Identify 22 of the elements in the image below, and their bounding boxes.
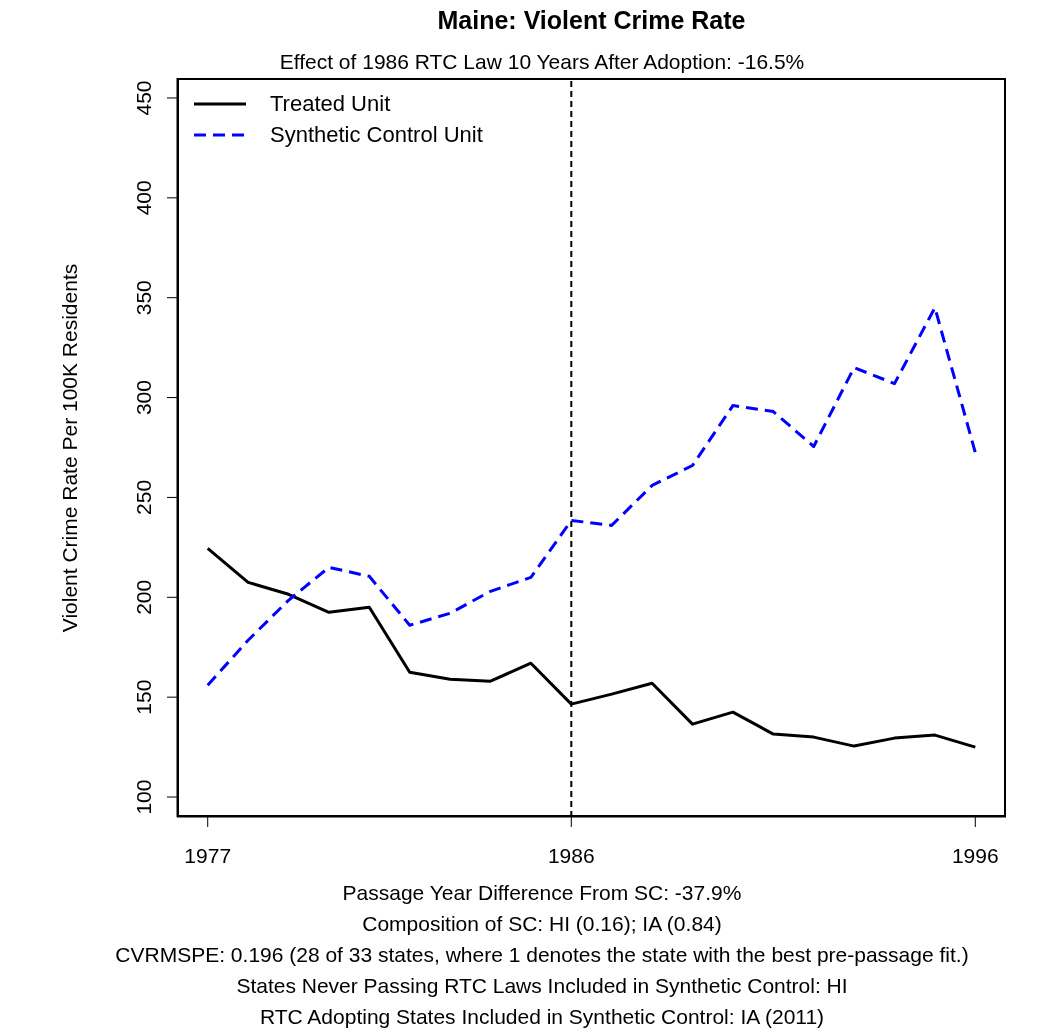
text: RTC Adopting States Included in Synthetic Control: IA (2011): [258, 1004, 826, 1030]
x-tick-label: 1986: [547, 844, 595, 867]
y-tick-label: 150: [132, 679, 155, 715]
y-tick-label: 350: [132, 280, 155, 316]
y-axis-title: Violent Crime Rate Per 100K Residents: [58, 263, 82, 632]
x-tick-label: 1977: [184, 844, 232, 867]
chart-subtitle: Effect of 1986 RTC Law 10 Years After Adoption: -16.5%: [278, 50, 806, 74]
text: States Never Passing RTC Laws Included in Synthetic Control: HI: [235, 973, 849, 999]
y-tick-label: 400: [132, 180, 155, 216]
text: CVRMSPE: 0.196 (28 of 33 states, where 1 denotes the state with the best pre-passage fit.): [114, 942, 970, 968]
text: Passage Year Difference From SC: -37.9%: [341, 880, 743, 906]
legend-label: Treated Unit: [270, 90, 391, 117]
chart-title: Maine: Violent Crime Rate: [436, 6, 747, 35]
x-tick-label: 1996: [951, 844, 999, 867]
line-series: [206, 306, 977, 687]
y-tick-label: 450: [132, 80, 155, 116]
y-tick-label: 300: [132, 380, 155, 416]
text: Composition of SC: HI (0.16); IA (0.84): [361, 911, 723, 937]
y-tick-label: 100: [132, 779, 155, 815]
legend-label: Synthetic Control Unit: [270, 121, 483, 148]
y-tick-label: 200: [132, 579, 155, 615]
y-tick-label: 250: [132, 479, 155, 515]
